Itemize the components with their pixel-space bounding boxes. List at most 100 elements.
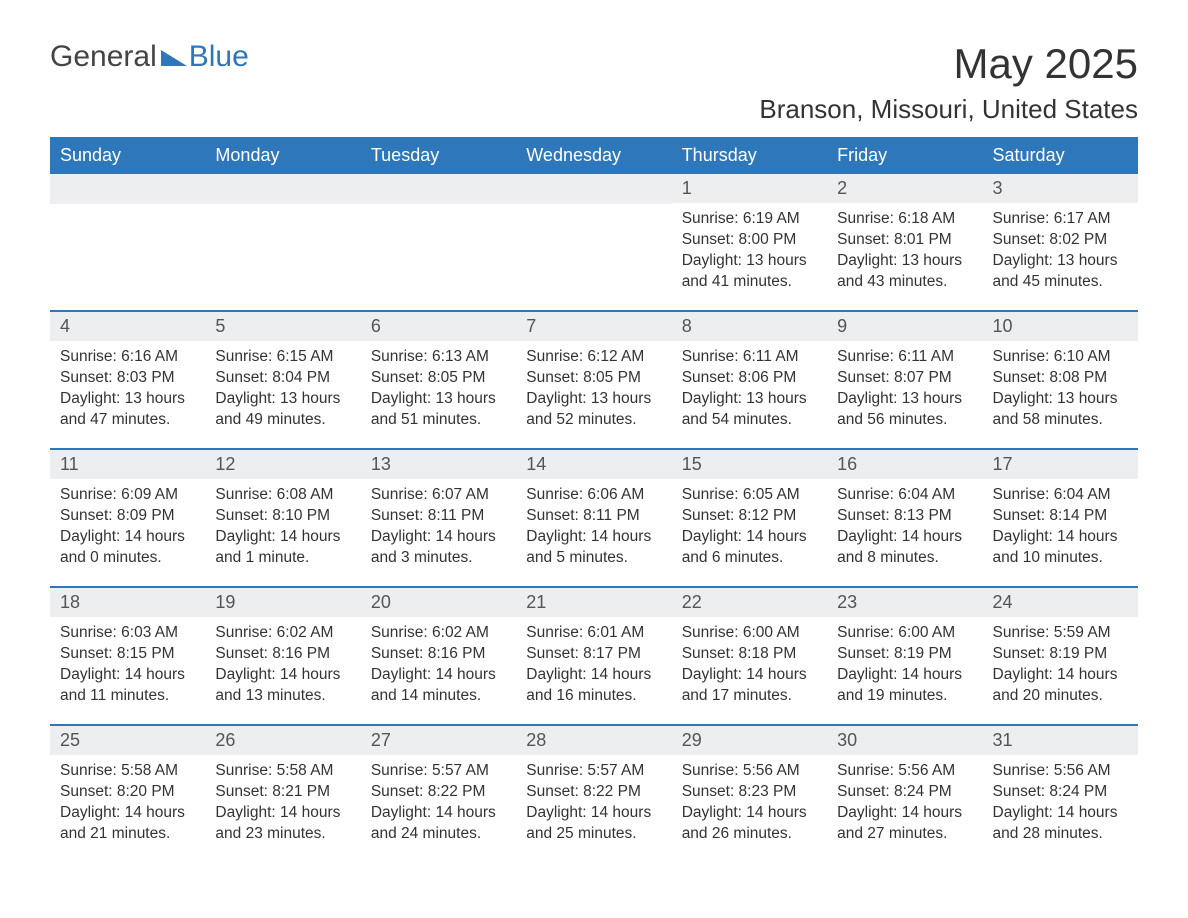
- day-details: Sunrise: 6:11 AMSunset: 8:07 PMDaylight:…: [827, 341, 982, 431]
- daylight-text: Daylight: 14 hours and 11 minutes.: [60, 665, 195, 707]
- day-number: 17: [983, 450, 1138, 479]
- day-number: 15: [672, 450, 827, 479]
- day-details: Sunrise: 5:56 AMSunset: 8:24 PMDaylight:…: [983, 755, 1138, 845]
- daylight-text: Daylight: 13 hours and 51 minutes.: [371, 389, 506, 431]
- day-cell: [361, 174, 516, 310]
- day-number: 31: [983, 726, 1138, 755]
- day-cell: [516, 174, 671, 310]
- daylight-text: Daylight: 13 hours and 45 minutes.: [993, 251, 1128, 293]
- day-cell: 17Sunrise: 6:04 AMSunset: 8:14 PMDayligh…: [983, 450, 1138, 586]
- sunrise-text: Sunrise: 6:01 AM: [526, 623, 661, 644]
- day-number: 14: [516, 450, 671, 479]
- day-number: 24: [983, 588, 1138, 617]
- logo-text-1: General: [50, 40, 157, 74]
- day-cell: 30Sunrise: 5:56 AMSunset: 8:24 PMDayligh…: [827, 726, 982, 862]
- week-row: 18Sunrise: 6:03 AMSunset: 8:15 PMDayligh…: [50, 586, 1138, 724]
- day-cell: 13Sunrise: 6:07 AMSunset: 8:11 PMDayligh…: [361, 450, 516, 586]
- weekday-header: Sunday: [50, 137, 205, 174]
- sunrise-text: Sunrise: 6:00 AM: [837, 623, 972, 644]
- day-number: 28: [516, 726, 671, 755]
- sunrise-text: Sunrise: 6:17 AM: [993, 209, 1128, 230]
- sunset-text: Sunset: 8:15 PM: [60, 644, 195, 665]
- daylight-text: Daylight: 13 hours and 43 minutes.: [837, 251, 972, 293]
- day-cell: 1 Sunrise: 6:19 AMSunset: 8:00 PMDaylight…: [672, 174, 827, 310]
- daylight-text: Daylight: 14 hours and 23 minutes.: [215, 803, 350, 845]
- day-cell: 2Sunrise: 6:18 AMSunset: 8:01 PMDaylight…: [827, 174, 982, 310]
- day-number: 16: [827, 450, 982, 479]
- day-cell: 23Sunrise: 6:00 AMSunset: 8:19 PMDayligh…: [827, 588, 982, 724]
- day-details: Sunrise: 5:58 AMSunset: 8:20 PMDaylight:…: [50, 755, 205, 845]
- daylight-text: Daylight: 13 hours and 56 minutes.: [837, 389, 972, 431]
- sunset-text: Sunset: 8:22 PM: [526, 782, 661, 803]
- sunset-text: Sunset: 8:08 PM: [993, 368, 1128, 389]
- daylight-text: Daylight: 13 hours and 54 minutes.: [682, 389, 817, 431]
- sunrise-text: Sunrise: 6:06 AM: [526, 485, 661, 506]
- sunset-text: Sunset: 8:16 PM: [371, 644, 506, 665]
- day-details: Sunrise: 6:03 AMSunset: 8:15 PMDaylight:…: [50, 617, 205, 707]
- daylight-text: Daylight: 14 hours and 14 minutes.: [371, 665, 506, 707]
- day-cell: 15Sunrise: 6:05 AMSunset: 8:12 PMDayligh…: [672, 450, 827, 586]
- sunrise-text: Sunrise: 5:56 AM: [682, 761, 817, 782]
- day-details: Sunrise: 6:06 AMSunset: 8:11 PMDaylight:…: [516, 479, 671, 569]
- sunset-text: Sunset: 8:19 PM: [837, 644, 972, 665]
- day-number: 19: [205, 588, 360, 617]
- sunrise-text: Sunrise: 6:02 AM: [215, 623, 350, 644]
- sunset-text: Sunset: 8:03 PM: [60, 368, 195, 389]
- day-details: Sunrise: 6:15 AMSunset: 8:04 PMDaylight:…: [205, 341, 360, 431]
- day-cell: 16Sunrise: 6:04 AMSunset: 8:13 PMDayligh…: [827, 450, 982, 586]
- day-number: 2: [827, 174, 982, 203]
- logo-triangle-icon: [161, 40, 187, 74]
- day-cell: 22Sunrise: 6:00 AMSunset: 8:18 PMDayligh…: [672, 588, 827, 724]
- logo: General Blue: [50, 40, 249, 74]
- sunset-text: Sunset: 8:17 PM: [526, 644, 661, 665]
- day-details: Sunrise: 6:11 AMSunset: 8:06 PMDaylight:…: [672, 341, 827, 431]
- daylight-text: Daylight: 14 hours and 24 minutes.: [371, 803, 506, 845]
- daylight-text: Daylight: 14 hours and 27 minutes.: [837, 803, 972, 845]
- day-number: [50, 174, 205, 204]
- weekday-header: Tuesday: [361, 137, 516, 174]
- day-details: Sunrise: 5:56 AMSunset: 8:24 PMDaylight:…: [827, 755, 982, 845]
- day-number: 1: [672, 174, 827, 203]
- sunset-text: Sunset: 8:05 PM: [526, 368, 661, 389]
- day-cell: 29Sunrise: 5:56 AMSunset: 8:23 PMDayligh…: [672, 726, 827, 862]
- sunrise-text: Sunrise: 6:00 AM: [682, 623, 817, 644]
- day-cell: 10Sunrise: 6:10 AMSunset: 8:08 PMDayligh…: [983, 312, 1138, 448]
- day-number: 10: [983, 312, 1138, 341]
- daylight-text: Daylight: 13 hours and 41 minutes.: [682, 251, 817, 293]
- day-details: Sunrise: 6:02 AMSunset: 8:16 PMDaylight:…: [205, 617, 360, 707]
- sunset-text: Sunset: 8:20 PM: [60, 782, 195, 803]
- sunrise-text: Sunrise: 5:57 AM: [526, 761, 661, 782]
- daylight-text: Daylight: 14 hours and 0 minutes.: [60, 527, 195, 569]
- sunrise-text: Sunrise: 6:19 AM: [682, 209, 817, 230]
- sunrise-text: Sunrise: 6:05 AM: [682, 485, 817, 506]
- sunrise-text: Sunrise: 5:58 AM: [60, 761, 195, 782]
- sunrise-text: Sunrise: 6:18 AM: [837, 209, 972, 230]
- day-details: Sunrise: 6:01 AMSunset: 8:17 PMDaylight:…: [516, 617, 671, 707]
- daylight-text: Daylight: 14 hours and 25 minutes.: [526, 803, 661, 845]
- day-details: Sunrise: 6:00 AMSunset: 8:19 PMDaylight:…: [827, 617, 982, 707]
- day-cell: 3 Sunrise: 6:17 AMSunset: 8:02 PMDaylight…: [983, 174, 1138, 310]
- sunset-text: Sunset: 8:02 PM: [993, 230, 1128, 251]
- sunrise-text: Sunrise: 6:02 AM: [371, 623, 506, 644]
- day-number: 22: [672, 588, 827, 617]
- page-header: General Blue May 2025: [50, 40, 1138, 88]
- day-number: 8: [672, 312, 827, 341]
- day-number: 6: [361, 312, 516, 341]
- day-details: Sunrise: 6:08 AMSunset: 8:10 PMDaylight:…: [205, 479, 360, 569]
- day-cell: 24Sunrise: 5:59 AMSunset: 8:19 PMDayligh…: [983, 588, 1138, 724]
- day-details: Sunrise: 6:07 AMSunset: 8:11 PMDaylight:…: [361, 479, 516, 569]
- day-number: 3: [983, 174, 1138, 203]
- day-details: Sunrise: 6:02 AMSunset: 8:16 PMDaylight:…: [361, 617, 516, 707]
- sunset-text: Sunset: 8:00 PM: [682, 230, 817, 251]
- day-number: [205, 174, 360, 204]
- day-number: [361, 174, 516, 204]
- day-number: 13: [361, 450, 516, 479]
- daylight-text: Daylight: 13 hours and 58 minutes.: [993, 389, 1128, 431]
- sunrise-text: Sunrise: 6:03 AM: [60, 623, 195, 644]
- daylight-text: Daylight: 14 hours and 19 minutes.: [837, 665, 972, 707]
- location-label: Branson, Missouri, United States: [50, 94, 1138, 125]
- sunrise-text: Sunrise: 6:07 AM: [371, 485, 506, 506]
- day-details: Sunrise: 6:12 AMSunset: 8:05 PMDaylight:…: [516, 341, 671, 431]
- sunset-text: Sunset: 8:10 PM: [215, 506, 350, 527]
- sunrise-text: Sunrise: 6:11 AM: [682, 347, 817, 368]
